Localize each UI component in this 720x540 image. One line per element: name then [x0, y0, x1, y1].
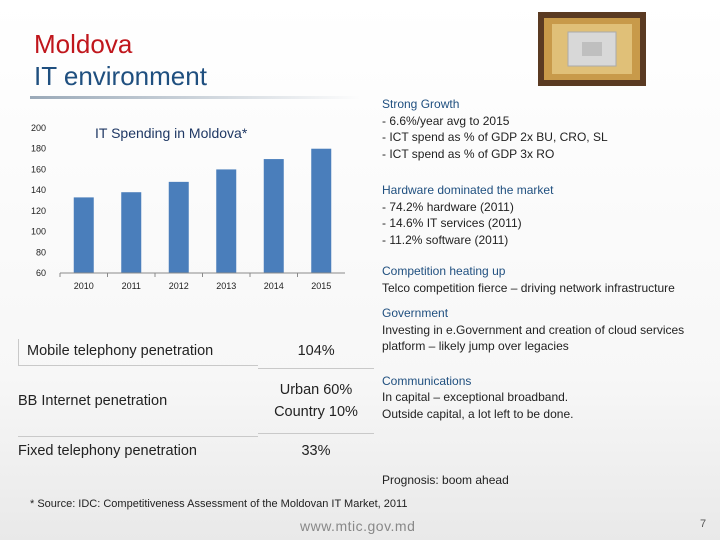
- metrics-table: Mobile telephony penetration 104% BB Int…: [18, 336, 374, 472]
- notes-panel: Strong Growth - 6.6%/year avg to 2015 - …: [382, 96, 712, 431]
- x-tick-label: 2013: [216, 281, 236, 291]
- y-tick-label: 180: [31, 144, 46, 154]
- title-line-2: IT environment: [34, 61, 207, 91]
- bar-2013: [216, 169, 237, 273]
- bar-2015: [311, 148, 332, 273]
- y-tick-label: 80: [36, 247, 46, 257]
- note-communications: Communications In capital – exceptional …: [382, 373, 712, 423]
- note-heading: Government: [382, 306, 449, 320]
- metric-row-mobile: Mobile telephony penetration 104%: [18, 336, 374, 369]
- x-tick-label: 2010: [74, 281, 94, 291]
- note-line: Outside capital, a lot left to be done.: [382, 406, 574, 421]
- metric-label: Fixed telephony penetration: [18, 436, 258, 463]
- prognosis-text: Prognosis: boom ahead: [382, 473, 509, 487]
- note-heading: Hardware dominated the market: [382, 183, 554, 197]
- metric-label: BB Internet penetration: [18, 393, 168, 409]
- metric-value-line: 104%: [297, 343, 335, 359]
- metric-value: Urban 60% Country 10%: [258, 375, 374, 427]
- bar-2014: [263, 159, 284, 273]
- note-heading: Competition heating up: [382, 264, 506, 278]
- bar-2010: [73, 197, 94, 273]
- metric-value-line: Urban 60%: [279, 382, 353, 398]
- metric-row-broadband: BB Internet penetration Urban 60% Countr…: [18, 375, 374, 427]
- it-spending-chart: IT Spending in Moldova* 200 180 160 140 120 1…: [31, 123, 345, 291]
- slide-title: Moldova IT environment: [34, 28, 207, 92]
- y-tick-label: 100: [31, 227, 46, 237]
- note-heading: Communications: [382, 373, 472, 388]
- metric-value: 104%: [258, 336, 374, 369]
- note-line: - 6.6%/year avg to 2015: [382, 113, 510, 128]
- metric-value-line: 33%: [301, 443, 331, 459]
- y-tick-label: 60: [36, 268, 46, 278]
- y-tick-label: 160: [31, 164, 46, 174]
- title-underline: [30, 96, 360, 99]
- chart-title: IT Spending in Moldova*: [95, 125, 248, 141]
- note-growth: Strong Growth - 6.6%/year avg to 2015 - …: [382, 96, 712, 162]
- bars: [73, 148, 332, 273]
- y-tick-label: 140: [31, 185, 46, 195]
- metric-row-fixed: Fixed telephony penetration 33%: [18, 433, 374, 466]
- note-line: Telco competition fierce – driving netwo…: [382, 280, 675, 295]
- note-line: - ICT spend as % of GDP 3x RO: [382, 146, 555, 161]
- note-line: Investing in e.Government and creation o…: [382, 322, 685, 354]
- metric-label: Mobile telephony penetration: [18, 339, 259, 366]
- y-tick-label: 200: [31, 123, 46, 133]
- note-line: - ICT spend as % of GDP 2x BU, CRO, SL: [382, 130, 608, 144]
- y-tick-label: 120: [31, 206, 46, 216]
- x-tick-label: 2011: [122, 281, 141, 291]
- x-axis: 2010 2011 2012 2013 2014 2015: [59, 272, 345, 291]
- note-competition: Competition heating up Telco competition…: [382, 263, 712, 296]
- source-footnote: * Source: IDC: Competitiveness Assessmen…: [30, 498, 408, 510]
- note-line: - 14.6% IT services (2011): [382, 216, 522, 230]
- note-heading: Strong Growth: [382, 97, 460, 111]
- note-line: - 74.2% hardware (2011): [382, 199, 514, 214]
- x-tick-label: 2012: [169, 281, 189, 291]
- page-number: 7: [700, 518, 707, 530]
- x-tick-label: 2015: [311, 281, 331, 291]
- cpu-chip-icon: [538, 12, 646, 86]
- x-tick-label: 2014: [264, 281, 284, 291]
- note-hardware: Hardware dominated the market - 74.2% ha…: [382, 182, 712, 248]
- note-line: In capital – exceptional broadband.: [382, 390, 569, 404]
- note-line: - 11.2% software (2011): [382, 232, 509, 247]
- metric-value: 33%: [258, 433, 374, 466]
- metric-value-line: Country 10%: [274, 404, 358, 420]
- bar-2011: [121, 192, 142, 273]
- footer-url[interactable]: www.mtic.gov.md: [300, 518, 416, 534]
- note-government: Government Investing in e.Government and…: [382, 305, 712, 355]
- title-line-1: Moldova: [34, 29, 133, 59]
- bar-2012: [168, 181, 189, 273]
- y-axis: 200 180 160 140 120 100 80 60: [31, 123, 46, 278]
